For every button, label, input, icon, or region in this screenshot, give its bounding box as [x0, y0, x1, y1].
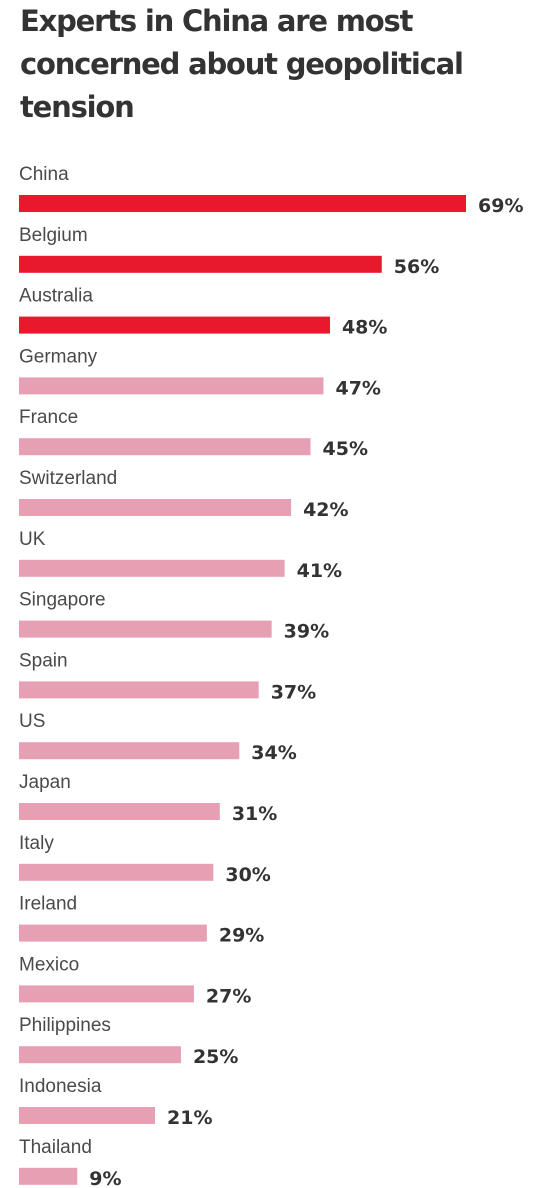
value-label-thailand: 9% — [89, 1168, 121, 1188]
bar-china — [19, 195, 466, 212]
category-label-mexico: Mexico — [19, 954, 79, 975]
category-label-germany: Germany — [19, 346, 98, 367]
bar-spain — [19, 681, 259, 699]
value-label-spain: 37% — [271, 681, 316, 703]
category-label-italy: Italy — [19, 833, 54, 854]
category-label-uk: UK — [19, 529, 46, 550]
value-label-italy: 30% — [225, 864, 270, 886]
category-label-belgium: Belgium — [19, 225, 88, 246]
value-label-belgium: 56% — [394, 256, 439, 278]
category-label-ireland: Ireland — [19, 894, 77, 915]
category-label-singapore: Singapore — [19, 590, 106, 611]
value-label-japan: 31% — [232, 803, 277, 825]
category-label-philippines: Philippines — [19, 1015, 111, 1036]
bar-germany — [19, 377, 324, 395]
value-label-china: 69% — [478, 195, 523, 217]
value-label-ireland: 29% — [219, 925, 264, 947]
category-label-australia: Australia — [19, 286, 93, 307]
value-label-us: 34% — [251, 742, 296, 764]
chart-title: Experts in China are most concerned abou… — [20, 4, 464, 124]
value-label-australia: 48% — [342, 317, 387, 339]
category-label-spain: Spain — [19, 650, 68, 671]
value-label-philippines: 25% — [193, 1046, 238, 1068]
bar-belgium — [19, 255, 382, 273]
value-label-singapore: 39% — [284, 621, 329, 643]
bar-singapore — [19, 620, 272, 638]
bar-australia — [19, 316, 330, 334]
value-label-indonesia: 21% — [167, 1107, 212, 1129]
bar-thailand — [19, 1167, 78, 1185]
bar-italy — [19, 863, 214, 881]
bar-mexico — [19, 985, 194, 1003]
value-label-germany: 47% — [335, 377, 380, 399]
bar-uk — [19, 559, 285, 577]
bar-france — [19, 438, 311, 456]
category-label-france: France — [19, 407, 78, 428]
bar-indonesia — [19, 1107, 156, 1124]
category-label-china: China — [19, 164, 69, 185]
bar-philippines — [19, 1046, 181, 1064]
category-label-switzerland: Switzerland — [19, 468, 117, 489]
category-label-japan: Japan — [19, 772, 71, 793]
value-label-uk: 41% — [297, 560, 342, 582]
value-label-france: 45% — [323, 438, 368, 460]
bar-ireland — [19, 924, 207, 942]
bar-switzerland — [19, 499, 292, 516]
bar-us — [19, 742, 240, 760]
value-label-mexico: 27% — [206, 985, 251, 1007]
bar-japan — [19, 803, 220, 820]
value-label-switzerland: 42% — [303, 499, 348, 521]
category-label-thailand: Thailand — [19, 1137, 92, 1158]
category-label-indonesia: Indonesia — [19, 1076, 102, 1097]
category-label-us: US — [19, 711, 45, 732]
